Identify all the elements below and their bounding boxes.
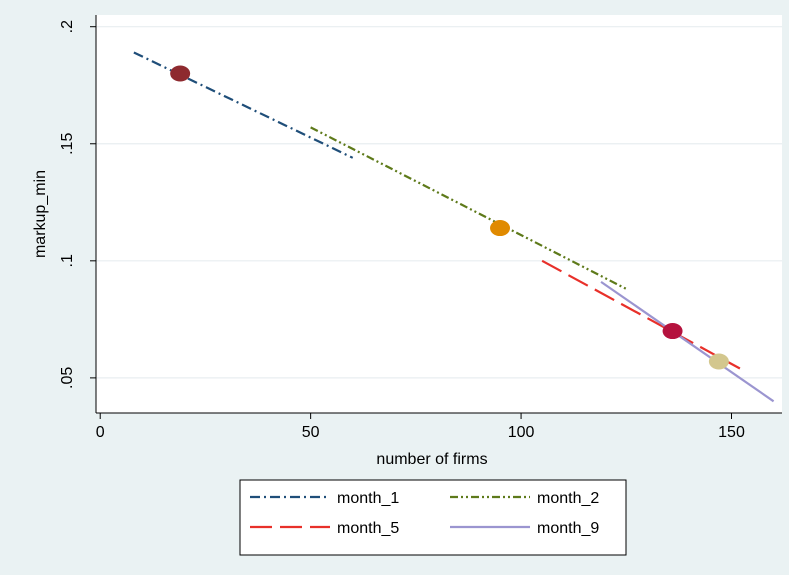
legend-box: [239, 479, 627, 556]
y-tick-label-0: .05: [59, 367, 76, 389]
legend-label-month-2: month_2: [537, 490, 599, 507]
marker-point-3: [662, 323, 683, 340]
marker-point-2: [490, 220, 511, 237]
gridlines: [96, 26, 782, 379]
x-tick-labels: 0 50 100 150: [96, 424, 745, 441]
legend-label-month-1: month_1: [337, 490, 399, 507]
marker-point-4: [708, 353, 729, 370]
legend-label-month-5: month_5: [337, 520, 399, 537]
x-axis-title: number of firms: [376, 451, 487, 468]
y-tick-label-3: .2: [59, 20, 76, 33]
x-tick-label-2: 100: [508, 424, 535, 441]
series-line-month-2: [310, 126, 627, 290]
x-tick-label-3: 150: [718, 424, 745, 441]
marker-point-1: [170, 65, 191, 82]
y-tick-label-1: .1: [59, 254, 76, 267]
series-line-month-9: [600, 280, 775, 403]
y-tick-label-2: .15: [59, 133, 76, 155]
series-lines: [133, 51, 775, 403]
x-tick-label-0: 0: [96, 424, 105, 441]
plot-area: [96, 15, 782, 413]
series-line-month-1: [133, 51, 354, 159]
data-markers: [170, 65, 729, 370]
legend-label-month-9: month_9: [537, 520, 599, 537]
x-tick-label-1: 50: [302, 424, 320, 441]
axes: [90, 15, 782, 419]
series-line-month-5: [541, 259, 741, 370]
y-tick-labels: .05 .1 .15 .2: [59, 20, 76, 389]
y-axis-title: markup_min: [32, 170, 49, 258]
legend: month_1 month_2 month_5 month_9: [239, 479, 627, 556]
